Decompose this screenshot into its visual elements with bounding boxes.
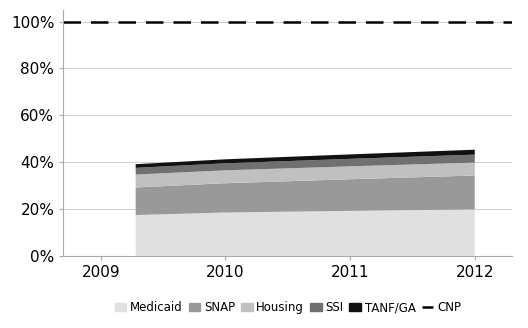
Legend: Medicaid, SNAP, Housing, SSI, TANF/GA, CNP: Medicaid, SNAP, Housing, SSI, TANF/GA, C… — [110, 297, 466, 319]
